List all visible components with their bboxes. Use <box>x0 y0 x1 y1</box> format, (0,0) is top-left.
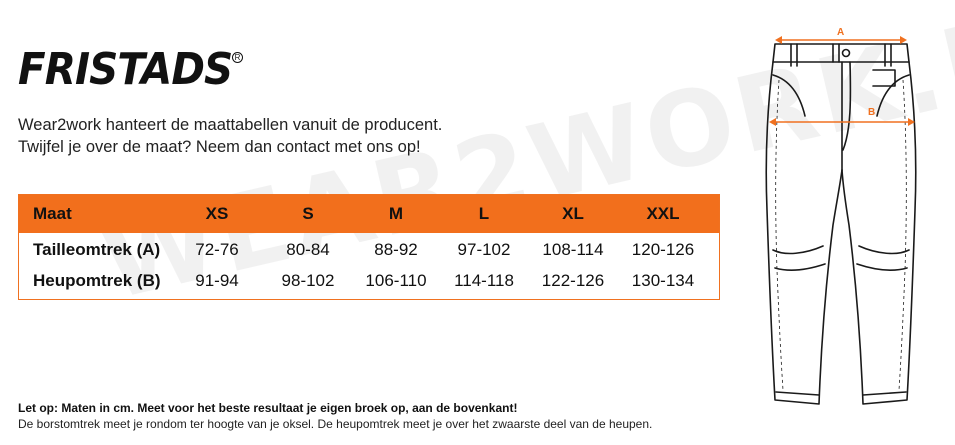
header-size-l: L <box>478 204 490 223</box>
intro-line-2: Twijfel je over de maat? Neem dan contac… <box>18 138 421 156</box>
button-icon <box>841 48 851 58</box>
hem-line <box>775 391 907 396</box>
side-stitching <box>898 79 907 391</box>
dimension-b-label: B <box>868 107 875 118</box>
dimension-a-arrow-right <box>900 36 907 44</box>
footnote-line-1: Let op: Maten in cm. Meet voor het beste… <box>18 401 518 415</box>
knee-crease <box>772 245 826 271</box>
belt-loop <box>790 43 798 67</box>
table-cell: 88-92 <box>374 239 418 259</box>
header-size-s: S <box>302 204 314 223</box>
dimension-a-label: A <box>837 27 844 38</box>
intro-line-1: Wear2work hanteert de maattabellen vanui… <box>18 116 443 134</box>
registered-mark: R <box>232 52 243 63</box>
header-size-m: M <box>388 204 404 223</box>
right-leg-outline <box>841 61 917 405</box>
brand-logo: FRISTADS <box>18 44 233 95</box>
table-row-waist: Tailleomtrek (A) 72-76 80-84 88-92 97-10… <box>19 234 719 265</box>
table-cell: 114-118 <box>454 270 514 290</box>
fly-outline <box>841 61 852 171</box>
coin-pocket <box>872 69 896 87</box>
dimension-b-arrow-left <box>769 118 776 126</box>
table-cell: 72-76 <box>195 239 239 259</box>
header-size-xxl: XXL <box>646 204 680 223</box>
row-label-hip: Heupomtrek (B) <box>33 270 161 290</box>
table-cell: 108-114 <box>542 239 604 259</box>
table-cell: 80-84 <box>286 239 330 259</box>
knee-crease <box>856 245 910 271</box>
table-cell: 106-110 <box>365 270 427 290</box>
row-label-waist: Tailleomtrek (A) <box>33 239 161 259</box>
belt-loop <box>884 43 892 67</box>
intro-text: Wear2work hanteert de maattabellen vanui… <box>18 114 442 158</box>
side-stitching <box>775 79 784 391</box>
dimension-b-arrow-right <box>908 118 915 126</box>
footnote: Let op: Maten in cm. Meet voor het beste… <box>18 400 652 432</box>
header-size-xs: XS <box>205 204 229 223</box>
header-label: Maat <box>33 204 72 223</box>
trousers-diagram: A B <box>765 27 917 405</box>
dimension-a-arrow-left <box>775 36 782 44</box>
header-size-xl: XL <box>562 204 584 223</box>
table-cell: 98-102 <box>281 270 335 290</box>
size-table: Maat XS S M L XL XXL Tailleomtrek (A) 72… <box>18 194 720 300</box>
table-header-row: Maat XS S M L XL XXL <box>19 195 719 233</box>
table-cell: 130-134 <box>631 270 695 290</box>
footnote-line-2: De borstomtrek meet je rondom ter hoogte… <box>18 417 653 431</box>
table-cell: 122-126 <box>541 270 605 290</box>
right-pocket <box>876 74 910 117</box>
left-pocket <box>772 74 806 117</box>
left-leg-outline <box>765 61 843 405</box>
waistband-outline <box>772 43 910 63</box>
table-cell: 91-94 <box>195 270 239 290</box>
table-row-hip: Heupomtrek (B) 91-94 98-102 106-110 114-… <box>19 265 719 296</box>
belt-loop <box>832 43 840 63</box>
table-cell: 120-126 <box>631 239 695 259</box>
table-cell: 97-102 <box>457 239 511 259</box>
